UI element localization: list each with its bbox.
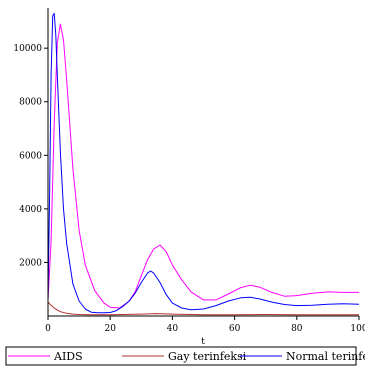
x-axis-label: t — [201, 337, 205, 347]
legend-label-1: Gay terinfeksi — [168, 350, 247, 363]
legend-box — [5, 346, 357, 366]
y-tick-label: 8000 — [19, 98, 42, 108]
series-line-2 — [47, 12, 360, 314]
y-ticks: 2000 4000 6000 8000 10000 — [13, 44, 48, 268]
x-tick-label: 20 — [104, 324, 116, 334]
y-tick-label: 2000 — [19, 258, 42, 268]
y-tick-label: 10000 — [13, 44, 42, 54]
x-tick-label: 40 — [167, 324, 179, 334]
x-tick-label: 100 — [350, 324, 365, 334]
series-line-0 — [47, 23, 359, 309]
legend-entries: AIDS Gay terinfeksi Normal terinfeksi — [8, 350, 365, 363]
legend-label-2: Normal terinfeksi — [286, 350, 365, 363]
x-tick-label: 0 — [45, 324, 51, 334]
series-layer — [47, 12, 360, 316]
x-tick-label: 60 — [229, 324, 241, 334]
legend-label-0: AIDS — [53, 350, 83, 363]
y-tick-label: 4000 — [19, 205, 42, 215]
series-line-1 — [47, 301, 359, 316]
y-tick-label: 6000 — [19, 151, 42, 161]
x-ticks: 0 20 40 60 80 100 — [45, 316, 365, 334]
x-tick-label: 80 — [291, 324, 303, 334]
legend: AIDS Gay terinfeksi Normal terinfeksi — [5, 346, 365, 366]
